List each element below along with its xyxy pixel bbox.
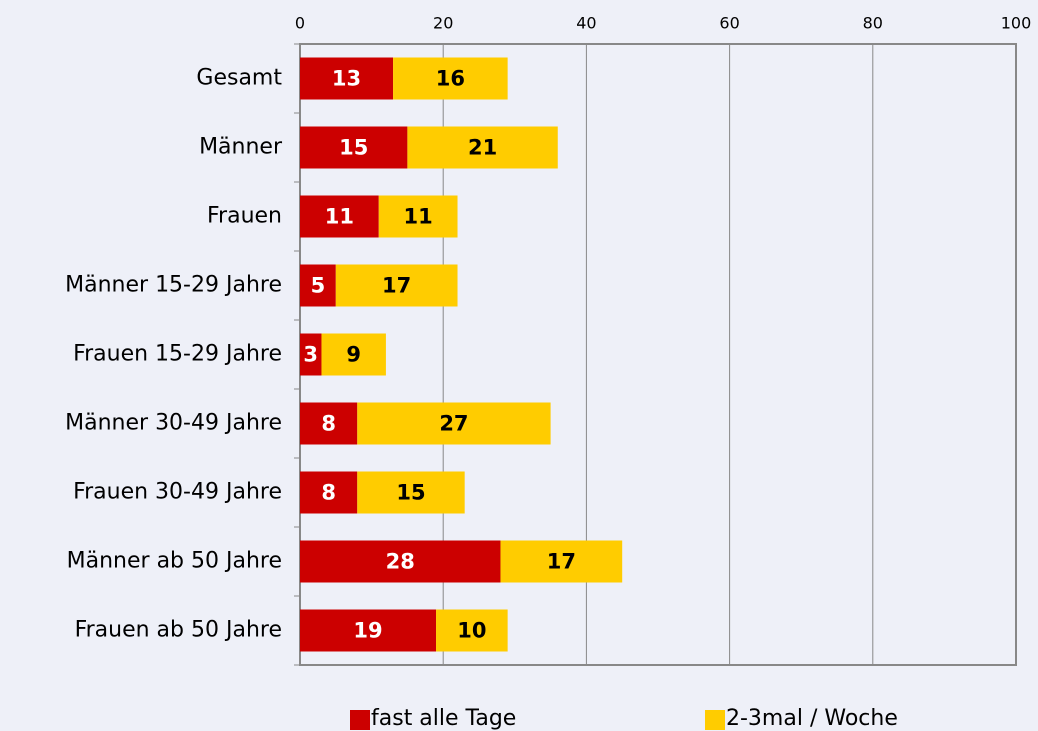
data-label: 5: [311, 274, 326, 298]
data-label: 9: [346, 343, 361, 367]
bar: [300, 540, 501, 583]
legend-swatch: [350, 710, 370, 730]
data-label: 11: [404, 205, 433, 229]
bar: [357, 402, 551, 445]
data-label: 15: [339, 136, 368, 160]
data-label: 3: [303, 343, 318, 367]
data-label: 11: [325, 205, 354, 229]
data-label: 19: [353, 619, 382, 643]
data-label: 8: [321, 412, 336, 436]
y-tick-label: Frauen: [207, 204, 282, 229]
data-label: 15: [396, 481, 425, 505]
bar: [300, 264, 336, 307]
legend-swatch: [705, 710, 725, 730]
data-label: 8: [321, 481, 336, 505]
data-label: 13: [332, 67, 361, 91]
bar: [357, 471, 465, 514]
bar: [300, 609, 437, 652]
data-label: 28: [386, 550, 415, 574]
y-tick-label: Gesamt: [196, 66, 282, 91]
bar: [300, 471, 358, 514]
bar: [300, 195, 379, 238]
x-tick-label: 80: [863, 14, 883, 33]
x-tick-label: 60: [719, 14, 739, 33]
data-label: 17: [382, 274, 411, 298]
bar: [321, 333, 386, 376]
bar: [378, 195, 458, 238]
y-tick-label: Frauen 15-29 Jahre: [73, 342, 282, 367]
bar: [500, 540, 623, 583]
data-label: 16: [436, 67, 465, 91]
x-tick-label: 40: [576, 14, 596, 33]
data-label: 21: [468, 136, 497, 160]
y-tick-label: Männer 15-29 Jahre: [65, 273, 282, 298]
y-tick-label: Männer: [199, 135, 283, 160]
legend-label: fast alle Tage: [371, 706, 516, 731]
legend-label: 2-3mal / Woche: [726, 706, 898, 731]
data-label: 17: [547, 550, 576, 574]
x-tick-label: 20: [433, 14, 453, 33]
bar: [335, 264, 458, 307]
y-tick-label: Frauen 30-49 Jahre: [73, 480, 282, 505]
x-tick-label: 100: [1001, 14, 1032, 33]
bar: [407, 126, 558, 169]
bar: [300, 126, 408, 169]
y-tick-label: Männer 30-49 Jahre: [65, 411, 282, 436]
bar: [300, 57, 394, 100]
bar: [436, 609, 508, 652]
x-tick-label: 0: [295, 14, 305, 33]
y-tick-label: Männer ab 50 Jahre: [67, 549, 282, 574]
data-label: 27: [439, 412, 468, 436]
bar: [393, 57, 508, 100]
data-label: 10: [457, 619, 486, 643]
bar: [300, 402, 358, 445]
bar: [300, 333, 322, 376]
y-tick-label: Frauen ab 50 Jahre: [75, 618, 282, 643]
